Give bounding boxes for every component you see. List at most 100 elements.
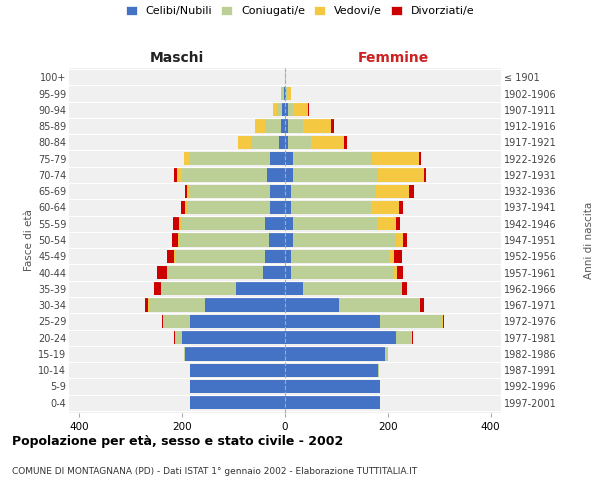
Bar bbox=[175, 250, 265, 263]
Bar bbox=[277, 103, 283, 117]
Bar bbox=[185, 201, 187, 214]
Bar bbox=[403, 234, 407, 246]
Bar bbox=[178, 234, 179, 246]
Bar bbox=[293, 168, 377, 181]
Bar bbox=[395, 234, 403, 246]
Bar bbox=[286, 87, 287, 100]
Bar bbox=[291, 201, 371, 214]
Text: Femmine: Femmine bbox=[358, 51, 428, 65]
Bar bbox=[176, 331, 182, 344]
Bar bbox=[184, 152, 190, 166]
Bar bbox=[172, 234, 178, 246]
Bar bbox=[287, 136, 311, 149]
Bar bbox=[311, 136, 344, 149]
Bar bbox=[419, 298, 420, 312]
Bar bbox=[190, 364, 285, 377]
Bar bbox=[409, 184, 413, 198]
Bar bbox=[420, 298, 424, 312]
Bar bbox=[303, 120, 331, 133]
Bar bbox=[173, 217, 179, 230]
Bar bbox=[285, 103, 287, 117]
Bar bbox=[149, 298, 205, 312]
Bar bbox=[164, 314, 190, 328]
Bar bbox=[255, 120, 265, 133]
Bar bbox=[395, 331, 411, 344]
Bar bbox=[157, 266, 167, 279]
Bar bbox=[267, 168, 285, 181]
Bar bbox=[389, 250, 394, 263]
Bar bbox=[251, 136, 279, 149]
Bar bbox=[281, 87, 283, 100]
Bar bbox=[285, 364, 377, 377]
Bar bbox=[273, 103, 277, 117]
Bar bbox=[190, 314, 285, 328]
Bar bbox=[339, 298, 419, 312]
Bar bbox=[163, 314, 164, 328]
Bar bbox=[265, 217, 285, 230]
Text: Anni di nascita: Anni di nascita bbox=[584, 202, 594, 278]
Bar bbox=[179, 217, 181, 230]
Bar bbox=[293, 217, 377, 230]
Bar bbox=[281, 120, 285, 133]
Bar bbox=[394, 250, 402, 263]
Bar bbox=[179, 234, 269, 246]
Bar bbox=[287, 103, 293, 117]
Bar bbox=[285, 314, 380, 328]
Bar bbox=[263, 266, 285, 279]
Bar bbox=[238, 136, 251, 149]
Bar bbox=[402, 282, 407, 296]
Bar bbox=[265, 120, 281, 133]
Bar bbox=[344, 136, 347, 149]
Bar bbox=[285, 331, 395, 344]
Bar bbox=[190, 152, 269, 166]
Bar bbox=[331, 120, 334, 133]
Legend: Celibi/Nubili, Coniugati/e, Vedovi/e, Divorziati/e: Celibi/Nubili, Coniugati/e, Vedovi/e, Di… bbox=[125, 6, 475, 16]
Bar bbox=[285, 266, 291, 279]
Bar bbox=[269, 234, 285, 246]
Bar bbox=[380, 314, 442, 328]
Bar bbox=[424, 168, 427, 181]
Bar bbox=[291, 266, 394, 279]
Bar bbox=[269, 152, 285, 166]
Bar bbox=[303, 282, 401, 296]
Bar bbox=[265, 250, 285, 263]
Bar bbox=[284, 87, 285, 100]
Bar bbox=[293, 152, 373, 166]
Bar bbox=[291, 250, 389, 263]
Bar bbox=[285, 87, 286, 100]
Bar bbox=[154, 282, 161, 296]
Text: COMUNE DI MONTAGNANA (PD) - Dati ISTAT 1° gennaio 2002 - Elaborazione TUTTITALIA: COMUNE DI MONTAGNANA (PD) - Dati ISTAT 1… bbox=[12, 468, 417, 476]
Bar bbox=[175, 331, 176, 344]
Bar bbox=[184, 347, 185, 360]
Bar bbox=[285, 380, 380, 393]
Bar bbox=[205, 298, 285, 312]
Bar bbox=[285, 152, 293, 166]
Bar bbox=[161, 282, 236, 296]
Bar bbox=[442, 314, 443, 328]
Bar bbox=[269, 184, 285, 198]
Bar bbox=[283, 87, 284, 100]
Bar bbox=[285, 396, 380, 409]
Bar bbox=[285, 70, 286, 84]
Bar bbox=[371, 201, 399, 214]
Bar bbox=[161, 314, 163, 328]
Bar bbox=[269, 201, 285, 214]
Bar bbox=[236, 282, 285, 296]
Bar bbox=[181, 201, 185, 214]
Bar bbox=[399, 201, 403, 214]
Bar bbox=[187, 201, 269, 214]
Bar bbox=[419, 152, 421, 166]
Bar bbox=[190, 380, 285, 393]
Bar bbox=[185, 347, 285, 360]
Text: Maschi: Maschi bbox=[150, 51, 204, 65]
Bar bbox=[174, 331, 175, 344]
Bar bbox=[285, 120, 287, 133]
Bar bbox=[285, 250, 291, 263]
Bar bbox=[175, 168, 177, 181]
Bar bbox=[190, 396, 285, 409]
Y-axis label: Fasce di età: Fasce di età bbox=[23, 209, 34, 271]
Text: Popolazione per età, sesso e stato civile - 2002: Popolazione per età, sesso e stato civil… bbox=[12, 435, 343, 448]
Bar bbox=[167, 250, 175, 263]
Bar bbox=[283, 103, 285, 117]
Bar bbox=[181, 217, 265, 230]
